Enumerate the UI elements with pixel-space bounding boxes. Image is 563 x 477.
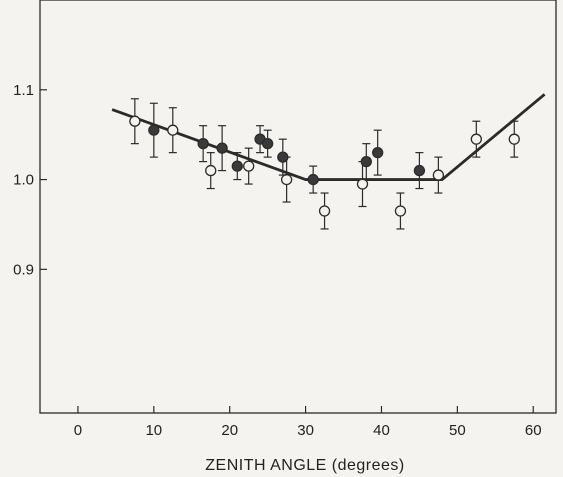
open-data-point bbox=[280, 173, 293, 186]
filled-data-point bbox=[307, 173, 319, 186]
filled-data-point bbox=[148, 124, 160, 136]
filled-data-point bbox=[277, 151, 289, 163]
fit-line-group bbox=[111, 93, 546, 181]
filled-data-point bbox=[372, 146, 384, 159]
x-axis-label: ZENITH ANGLE (degrees) bbox=[205, 457, 405, 474]
filled-data-point bbox=[216, 142, 228, 154]
open-data-point bbox=[470, 133, 482, 145]
plot-frame bbox=[39, 0, 557, 414]
x-tick-label: 0 bbox=[74, 422, 82, 439]
filled-data-point bbox=[413, 164, 426, 177]
x-tick-label: 10 bbox=[145, 422, 162, 439]
x-tick-label: 60 bbox=[525, 422, 542, 439]
y-tick-label: 1.0 bbox=[13, 172, 34, 189]
data-points bbox=[129, 98, 520, 230]
y-tick-label: 0.9 bbox=[13, 261, 34, 278]
open-data-point bbox=[167, 124, 179, 136]
open-data-point bbox=[356, 178, 369, 190]
open-data-point bbox=[394, 205, 407, 217]
x-tick-label: 30 bbox=[297, 422, 314, 439]
filled-data-point bbox=[231, 160, 243, 172]
open-data-point bbox=[432, 169, 445, 181]
fit-line bbox=[111, 93, 546, 181]
open-data-point bbox=[243, 160, 255, 172]
filled-data-point bbox=[197, 138, 209, 150]
open-data-point bbox=[205, 164, 217, 177]
open-data-point bbox=[318, 205, 331, 217]
open-data-point bbox=[508, 133, 520, 145]
filled-data-point bbox=[360, 155, 372, 168]
x-tick-label: 50 bbox=[449, 422, 466, 439]
open-data-point bbox=[129, 115, 141, 127]
x-tick-label: 20 bbox=[221, 422, 238, 439]
filled-data-point bbox=[261, 138, 274, 150]
y-tick-label: 1.1 bbox=[13, 82, 34, 99]
y-ticks: 0.9 1.0 1.1 bbox=[13, 82, 47, 278]
x-tick-label: 40 bbox=[373, 422, 390, 439]
x-ticks: 0 10 20 30 40 50 60 bbox=[74, 406, 542, 439]
